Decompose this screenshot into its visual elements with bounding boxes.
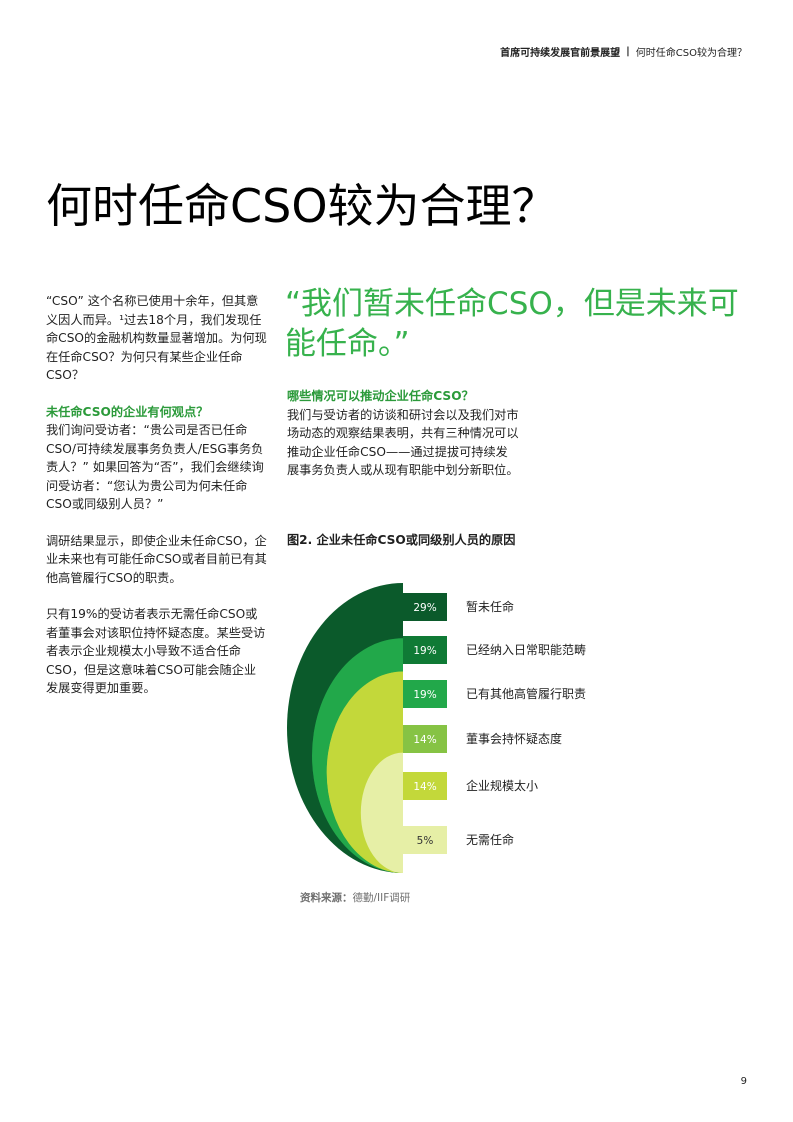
source-label: 资料来源： <box>300 892 353 904</box>
page-number: 9 <box>740 1076 747 1087</box>
reasons-chart: 29% 暂未任命 19% 已经纳入日常职能范畴 19% 已有其他高管履行职责 14% 董事会持… <box>287 583 586 873</box>
category-label-5: 企业规模太小 <box>466 778 538 793</box>
value-badge-2 <box>403 636 447 664</box>
running-header: 首席可持续发展官前景展望 | 何时任命CSO较为合理？ <box>500 44 747 59</box>
figure-source: 资料来源：德勤/IIF调研 <box>300 890 410 905</box>
header-separator: | <box>626 46 630 57</box>
drivers-paragraph: 我们与受访者的访谈和研讨会以及我们对市场动态的观察结果表明，共有三种情况可以推动… <box>287 407 519 478</box>
source-text: 德勤/IIF调研 <box>352 892 411 904</box>
section-heading-right: 哪些情况可以推动企业任命CSO？ <box>287 389 474 403</box>
question-paragraph: 我们询问受访者：“贵公司是否已任命CSO/可持续发展事务负责人/ESG事务负责人… <box>46 423 264 511</box>
value-label-1: 29% <box>413 602 436 614</box>
value-badge-3 <box>403 680 447 708</box>
intro-paragraph: “CSO” 这个名称已使用十余年，但其意义因人而异。¹过去18个月，我们发现任命… <box>46 294 267 382</box>
category-label-1: 暂未任命 <box>466 599 514 614</box>
value-badge-6 <box>403 826 447 854</box>
value-label-3: 19% <box>413 689 436 701</box>
left-column: “CSO” 这个名称已使用十余年，但其意义因人而异。¹过去18个月，我们发现任命… <box>46 292 268 698</box>
value-label-5: 14% <box>413 781 436 793</box>
value-label-6: 5% <box>417 835 434 847</box>
category-label-3: 已有其他高管履行职责 <box>466 686 586 701</box>
findings-paragraph: 调研结果显示，即使企业未任命CSO，企业未来也有可能任命CSO或者目前已有其他高… <box>46 533 267 585</box>
value-label-2: 19% <box>413 645 436 657</box>
category-label-4: 董事会持怀疑态度 <box>466 731 562 746</box>
minority-paragraph: 只有19%的受访者表示无需任命CSO或者董事会对该职位持怀疑态度。某些受访者表示… <box>46 607 266 695</box>
value-badge-4 <box>403 725 447 753</box>
section-name: 何时任命CSO较为合理？ <box>635 48 747 59</box>
section-heading-left: 未任命CSO的企业有何观点？ <box>46 404 209 419</box>
pull-quote: “我们暂未任命CSO，但是未来可能任命。” <box>285 286 739 362</box>
chart-segment-6 <box>360 752 403 873</box>
right-column: 哪些情况可以推动企业任命CSO？ 我们与受访者的访谈和研讨会以及我们对市场动态的… <box>287 387 519 480</box>
value-badge-5 <box>403 772 447 800</box>
category-label-2: 已经纳入日常职能范畴 <box>466 643 586 657</box>
page-title: 何时任命CSO较为合理？ <box>46 179 558 233</box>
value-badge-1 <box>403 593 447 621</box>
category-label-6: 无需任命 <box>466 832 514 847</box>
figure-title: 图2. 企业未任命CSO或同级别人员的原因 <box>287 533 516 547</box>
report-name: 首席可持续发展官前景展望 <box>500 48 621 59</box>
value-label-4: 14% <box>413 734 436 746</box>
